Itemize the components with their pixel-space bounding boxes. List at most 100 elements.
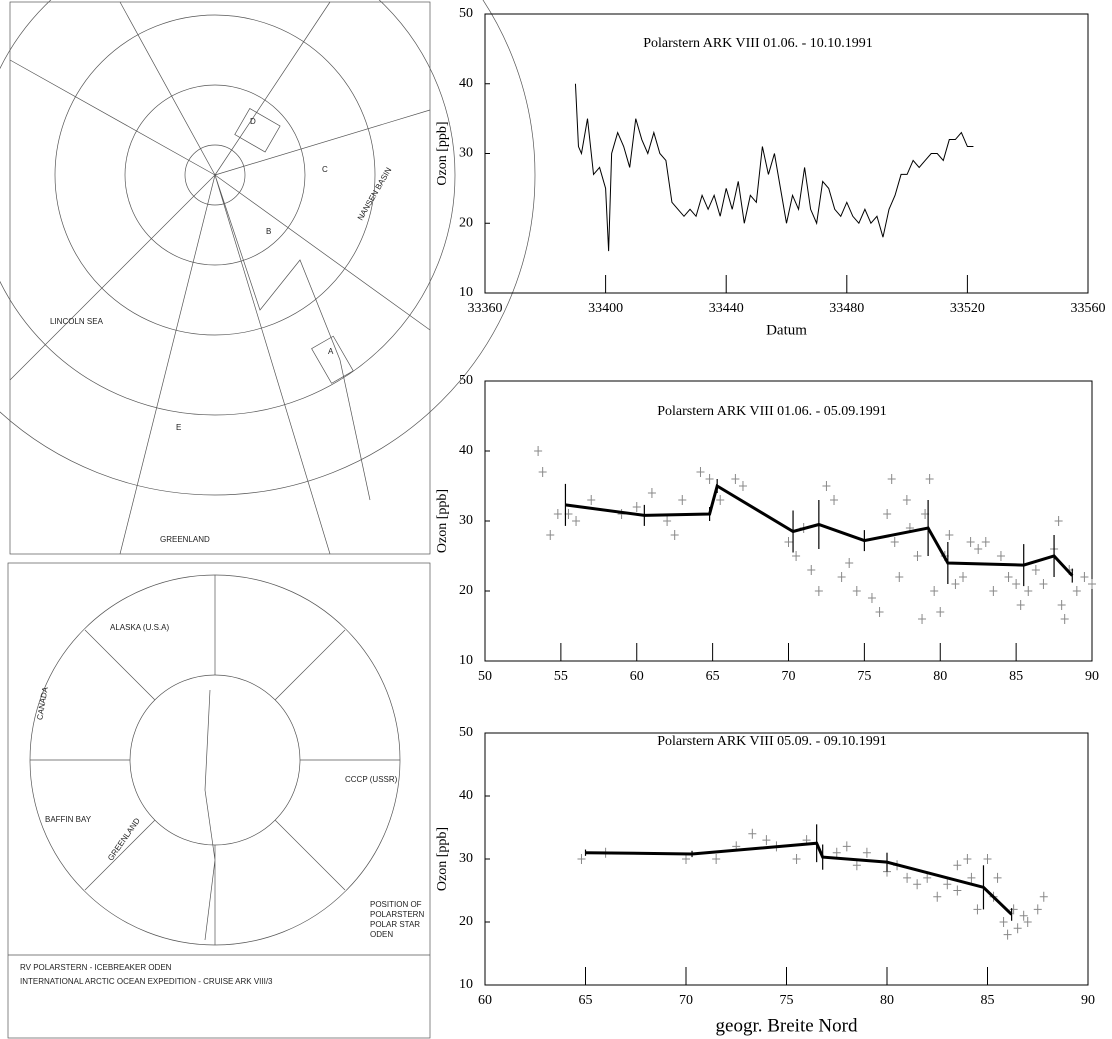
data-point [890, 537, 899, 547]
plot-frame [484, 13, 1089, 294]
data-point [1004, 572, 1013, 582]
data-point [678, 495, 687, 505]
map-caption: INTERNATIONAL ARCTIC OCEAN EXPEDITION - … [20, 977, 273, 986]
data-point [945, 530, 954, 540]
data-point [577, 854, 586, 864]
data-point [572, 516, 581, 526]
chart-title: Polarstern ARK VIII 05.09. - 09.10.1991 [657, 734, 887, 749]
data-point [1080, 572, 1089, 582]
data-point [959, 572, 968, 582]
data-point [903, 872, 912, 883]
x-tick-label: 70 [782, 669, 796, 684]
data-point [883, 509, 892, 519]
data-point [913, 551, 922, 561]
data-point [933, 891, 942, 902]
data-point [1003, 929, 1012, 940]
y-tick-label: 30 [459, 513, 473, 528]
data-point [822, 481, 831, 491]
x-tick-label: 80 [880, 993, 894, 1008]
data-point [951, 579, 960, 589]
data-point [1088, 579, 1096, 589]
map-label: POLAR STAR [370, 920, 420, 929]
data-point [966, 537, 975, 547]
map-label: GREENLAND [106, 816, 142, 862]
data-point [792, 854, 801, 864]
data-point [1057, 600, 1066, 610]
data-point [981, 537, 990, 547]
y-tick-label: 50 [459, 725, 473, 740]
data-point [983, 854, 992, 864]
data-point [943, 879, 952, 890]
data-point [830, 495, 839, 505]
data-point [807, 565, 816, 575]
x-tick-label: 90 [1085, 669, 1099, 684]
x-tick-label: 65 [706, 669, 720, 684]
x-tick-label: 55 [554, 669, 568, 684]
map-label: POLARSTERN [370, 910, 424, 919]
y-tick-label: 40 [459, 788, 473, 803]
data-point [837, 572, 846, 582]
y-tick-label: 10 [459, 285, 473, 300]
data-point [546, 530, 555, 540]
data-point [867, 593, 876, 603]
x-tick-label: 33560 [1071, 301, 1106, 316]
x-tick-label: 33400 [588, 301, 623, 316]
data-point [845, 558, 854, 568]
x-tick-label: 60 [630, 669, 644, 684]
x-axis-label: geogr. Breite Nord [716, 1015, 858, 1036]
data-point [538, 467, 547, 477]
data-point [696, 467, 705, 477]
x-tick-label: 75 [857, 669, 871, 684]
y-tick-label: 40 [459, 443, 473, 458]
data-point [918, 614, 927, 624]
x-tick-label: 85 [1009, 669, 1023, 684]
x-tick-label: 60 [478, 993, 492, 1008]
data-point [1039, 579, 1048, 589]
data-point [875, 607, 884, 617]
data-point [814, 586, 823, 596]
y-tick-label: 30 [459, 146, 473, 161]
data-point [842, 841, 851, 852]
map-label: POSITION OF [370, 900, 422, 909]
ozone-line [574, 83, 974, 252]
mean-line [565, 483, 1074, 577]
map-label: NANSEN BASIN [356, 166, 394, 222]
x-tick-label: 50 [478, 669, 492, 684]
y-tick-label: 10 [459, 977, 473, 992]
data-point [862, 847, 871, 858]
data-point [852, 586, 861, 596]
data-point [925, 474, 934, 484]
data-point [705, 474, 714, 484]
map-label: CANADA [35, 686, 50, 721]
y-tick-label: 20 [459, 583, 473, 598]
data-point [792, 551, 801, 561]
data-point [832, 847, 841, 858]
data-point [663, 516, 672, 526]
map-label: CCCP (USSR) [345, 775, 398, 784]
map-label: ODEN [370, 930, 393, 939]
x-tick-label: 65 [579, 993, 593, 1008]
y-axis-label: Ozon [ppb] [435, 489, 450, 553]
data-point [553, 509, 562, 519]
data-point [670, 530, 679, 540]
data-point [953, 860, 962, 871]
data-point [1039, 891, 1048, 902]
x-tick-label: 75 [780, 993, 794, 1008]
data-point [923, 872, 932, 883]
data-point [902, 495, 911, 505]
data-point [1012, 579, 1021, 589]
data-point [936, 607, 945, 617]
chart-title: Polarstern ARK VIII 01.06. - 05.09.1991 [657, 404, 887, 419]
data-point [895, 572, 904, 582]
x-tick-label: 85 [981, 993, 995, 1008]
data-point [1072, 586, 1081, 596]
data-point [762, 835, 771, 846]
data-point [967, 872, 976, 883]
mean-line [585, 841, 1013, 916]
data-point [999, 917, 1008, 927]
data-point [738, 481, 747, 491]
data-point [973, 904, 982, 915]
map-label: D [250, 117, 256, 126]
data-point [996, 551, 1005, 561]
y-axis-label: Ozon [ppb] [435, 827, 450, 891]
